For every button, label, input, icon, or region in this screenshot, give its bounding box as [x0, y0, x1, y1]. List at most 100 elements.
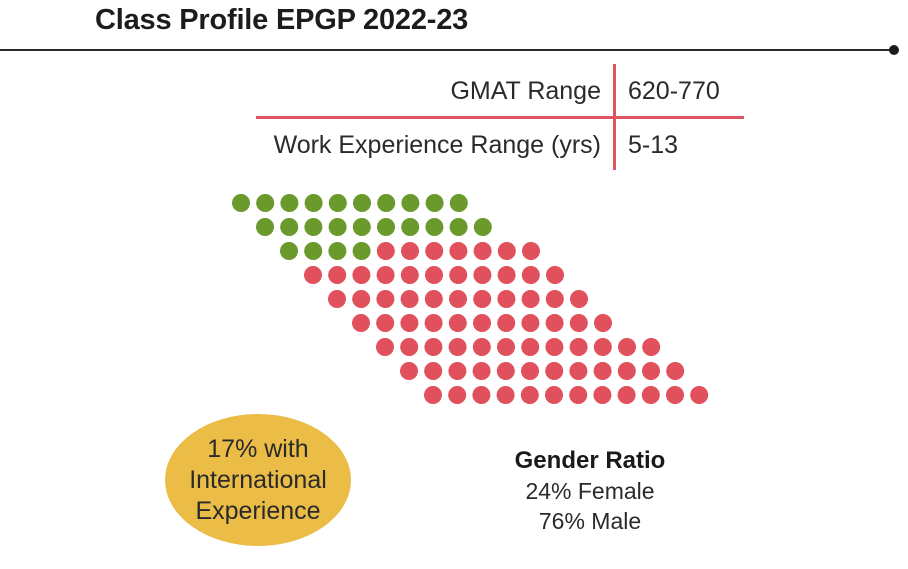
male-dot: [497, 314, 516, 332]
male-dot: [448, 314, 467, 332]
male-dot: [521, 266, 540, 284]
male-dot: [304, 266, 322, 284]
male-dot: [424, 290, 443, 308]
male-dot: [545, 314, 564, 332]
male-dot: [473, 266, 492, 284]
gender-male-percent: 76% Male: [538, 508, 642, 534]
divider-end-dot: [889, 45, 899, 55]
female-dot: [473, 218, 492, 236]
male-dot: [449, 266, 468, 284]
stats-horizontal-divider: [256, 116, 744, 119]
male-dot: [545, 290, 564, 308]
male-dot: [642, 362, 660, 380]
male-dot: [522, 242, 540, 260]
female-dot: [256, 194, 275, 212]
male-dot: [546, 266, 564, 284]
work-experience-range-label: Work Experience Range (yrs): [273, 131, 601, 159]
male-dot: [497, 242, 516, 260]
female-dot: [256, 218, 274, 236]
male-dot: [376, 338, 394, 356]
female-dot: [353, 194, 371, 212]
male-dot: [401, 242, 419, 260]
male-dot: [617, 386, 636, 404]
male-dot: [569, 338, 588, 356]
male-dot: [472, 362, 491, 380]
gender-ratio-title: Gender Ratio: [514, 447, 666, 474]
male-dot: [352, 314, 370, 332]
male-dot: [496, 386, 515, 404]
male-dot: [424, 338, 443, 356]
male-dot: [376, 242, 395, 260]
male-dot: [521, 290, 540, 308]
female-dot: [352, 218, 371, 236]
male-dot: [400, 290, 419, 308]
male-dot: [569, 362, 588, 380]
male-dot: [376, 266, 395, 284]
gmat-range-value: 620-770: [628, 77, 720, 105]
gmat-range-label: GMAT Range: [450, 77, 601, 105]
male-dot: [496, 362, 515, 380]
female-dot: [425, 218, 444, 236]
male-dot: [570, 290, 588, 308]
male-dot: [424, 386, 442, 404]
female-dot: [280, 194, 299, 212]
female-dot: [328, 218, 347, 236]
male-dot: [448, 338, 467, 356]
male-dot: [641, 386, 660, 404]
male-dot: [328, 290, 346, 308]
male-dot: [400, 338, 419, 356]
female-dot: [280, 242, 298, 260]
male-dot: [448, 386, 467, 404]
male-dot: [424, 362, 443, 380]
international-line-3: Experience: [195, 496, 321, 525]
male-dot: [473, 242, 492, 260]
male-dot: [497, 338, 515, 356]
male-dot: [473, 290, 492, 308]
male-dot: [400, 314, 419, 332]
female-dot: [304, 194, 323, 212]
male-dot: [545, 338, 564, 356]
male-dot: [352, 266, 371, 284]
male-dot: [497, 266, 516, 284]
female-dot: [304, 218, 323, 236]
female-dot: [304, 242, 323, 260]
female-dot: [232, 194, 250, 212]
international-line-2: International: [189, 465, 327, 494]
title-divider: [0, 49, 892, 51]
female-dot: [401, 218, 420, 236]
male-dot: [352, 290, 371, 308]
male-dot: [666, 362, 685, 380]
female-dot: [449, 194, 468, 212]
male-dot: [449, 290, 467, 308]
male-dot: [618, 338, 636, 356]
male-dot: [425, 242, 444, 260]
female-dot: [280, 218, 299, 236]
male-dot: [328, 266, 347, 284]
male-dot: [425, 266, 443, 284]
male-dot: [497, 290, 516, 308]
male-dot: [690, 386, 709, 404]
male-dot: [666, 386, 684, 404]
male-dot: [521, 338, 540, 356]
female-dot: [449, 218, 468, 236]
male-dot: [472, 386, 491, 404]
male-dot: [472, 338, 491, 356]
male-dot: [400, 362, 418, 380]
page-title: Class Profile EPGP 2022-23: [95, 4, 469, 36]
female-dot: [425, 194, 444, 212]
work-experience-range-value: 5-13: [628, 131, 679, 159]
international-line-1: 17% with: [207, 434, 309, 463]
male-dot: [473, 314, 491, 332]
male-dot: [521, 314, 540, 332]
male-dot: [400, 266, 419, 284]
female-dot: [328, 242, 347, 260]
male-dot: [594, 314, 612, 332]
male-dot: [593, 362, 612, 380]
international-experience-badge: 17% with International Experience: [165, 414, 351, 546]
male-dot: [376, 314, 395, 332]
male-dot: [424, 314, 443, 332]
male-dot: [545, 386, 563, 404]
male-dot: [593, 386, 612, 404]
female-dot: [401, 194, 420, 212]
